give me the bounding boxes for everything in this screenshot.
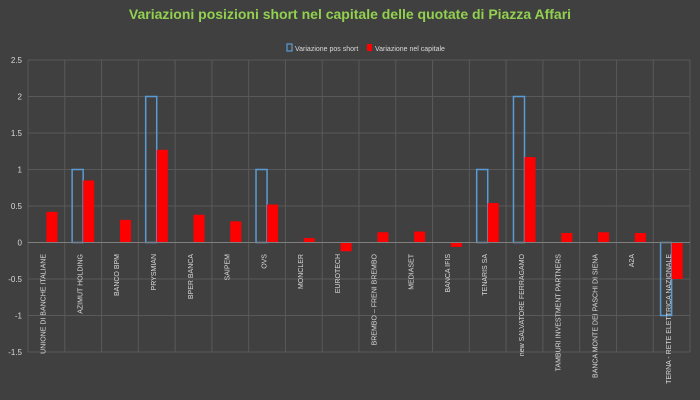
x-tick-label: PRYSMIAN [151, 254, 158, 290]
x-tick-label: A2A [629, 254, 636, 268]
bar-capital-change [83, 180, 95, 243]
bar-capital-change [267, 204, 279, 243]
y-tick-label: 1.5 [11, 129, 23, 138]
x-tick-label: AZIMUT HOLDING [77, 254, 84, 314]
x-tick-label: BANCA MONTE DEI PASCHI DI SIENA [592, 254, 599, 378]
bar-capital-change [414, 231, 426, 243]
bar-capital-change [46, 211, 58, 243]
x-tick-label: MONCLER [298, 254, 305, 289]
bar-capital-change [340, 242, 352, 252]
x-tick-label: SAIPEM [225, 254, 232, 281]
y-tick-label: 2.5 [11, 56, 23, 65]
bar-capital-change [303, 238, 315, 243]
x-tick-label: TAMBURI INVESTMENT PARTNERS [556, 254, 563, 372]
bar-capital-change [230, 221, 242, 243]
x-tick-label: TERNA - RETE ELETTRICA NAZIONALE [666, 254, 673, 384]
x-tick-label: TENARIS SA [482, 254, 489, 296]
bar-capital-change [119, 219, 131, 243]
x-tick-label: BREMBO – FRENI BREMBO [372, 253, 379, 345]
y-tick-label: 0.5 [11, 202, 23, 211]
bar-capital-change [671, 242, 683, 279]
bar-capital-change [634, 233, 646, 243]
legend-swatch-short [286, 43, 293, 52]
y-tick-label: 2 [18, 93, 23, 102]
x-tick-label: EUROTECH [335, 254, 342, 293]
y-tick-label: -1.5 [8, 348, 22, 357]
y-tick-label: 0 [18, 239, 23, 248]
bar-capital-change [524, 157, 536, 243]
x-tick-label: BANCO BPM [114, 254, 121, 296]
x-tick-label: UNIONE DI BANCHE ITALIANE [41, 254, 48, 354]
bar-capital-change [561, 233, 573, 243]
bar-capital-change [156, 149, 168, 243]
x-tick-label: new SALVATORE FERRAGAMO [519, 253, 526, 356]
bar-capital-change [487, 203, 499, 243]
legend-label-capital: Variazione nel capitale [375, 46, 445, 53]
x-tick-label: BPER BANCA [188, 254, 195, 299]
y-tick-label: -1 [15, 312, 23, 321]
bar-capital-change [193, 214, 205, 243]
x-tick-label: OVS [261, 254, 268, 269]
y-tick-label: -0.5 [8, 275, 22, 284]
chart-title: Variazioni posizioni short nel capitale … [128, 6, 572, 22]
bar-capital-change [377, 232, 389, 243]
legend-swatch-capital [367, 44, 372, 51]
x-tick-label: BANCA IFIS [445, 254, 452, 293]
bar-capital-change [598, 232, 610, 243]
legend-label-short: Variazione pos short [295, 46, 358, 53]
y-tick-label: 1 [18, 166, 23, 175]
bar-capital-change [450, 242, 462, 247]
x-tick-label: MEDIASET [408, 253, 415, 290]
